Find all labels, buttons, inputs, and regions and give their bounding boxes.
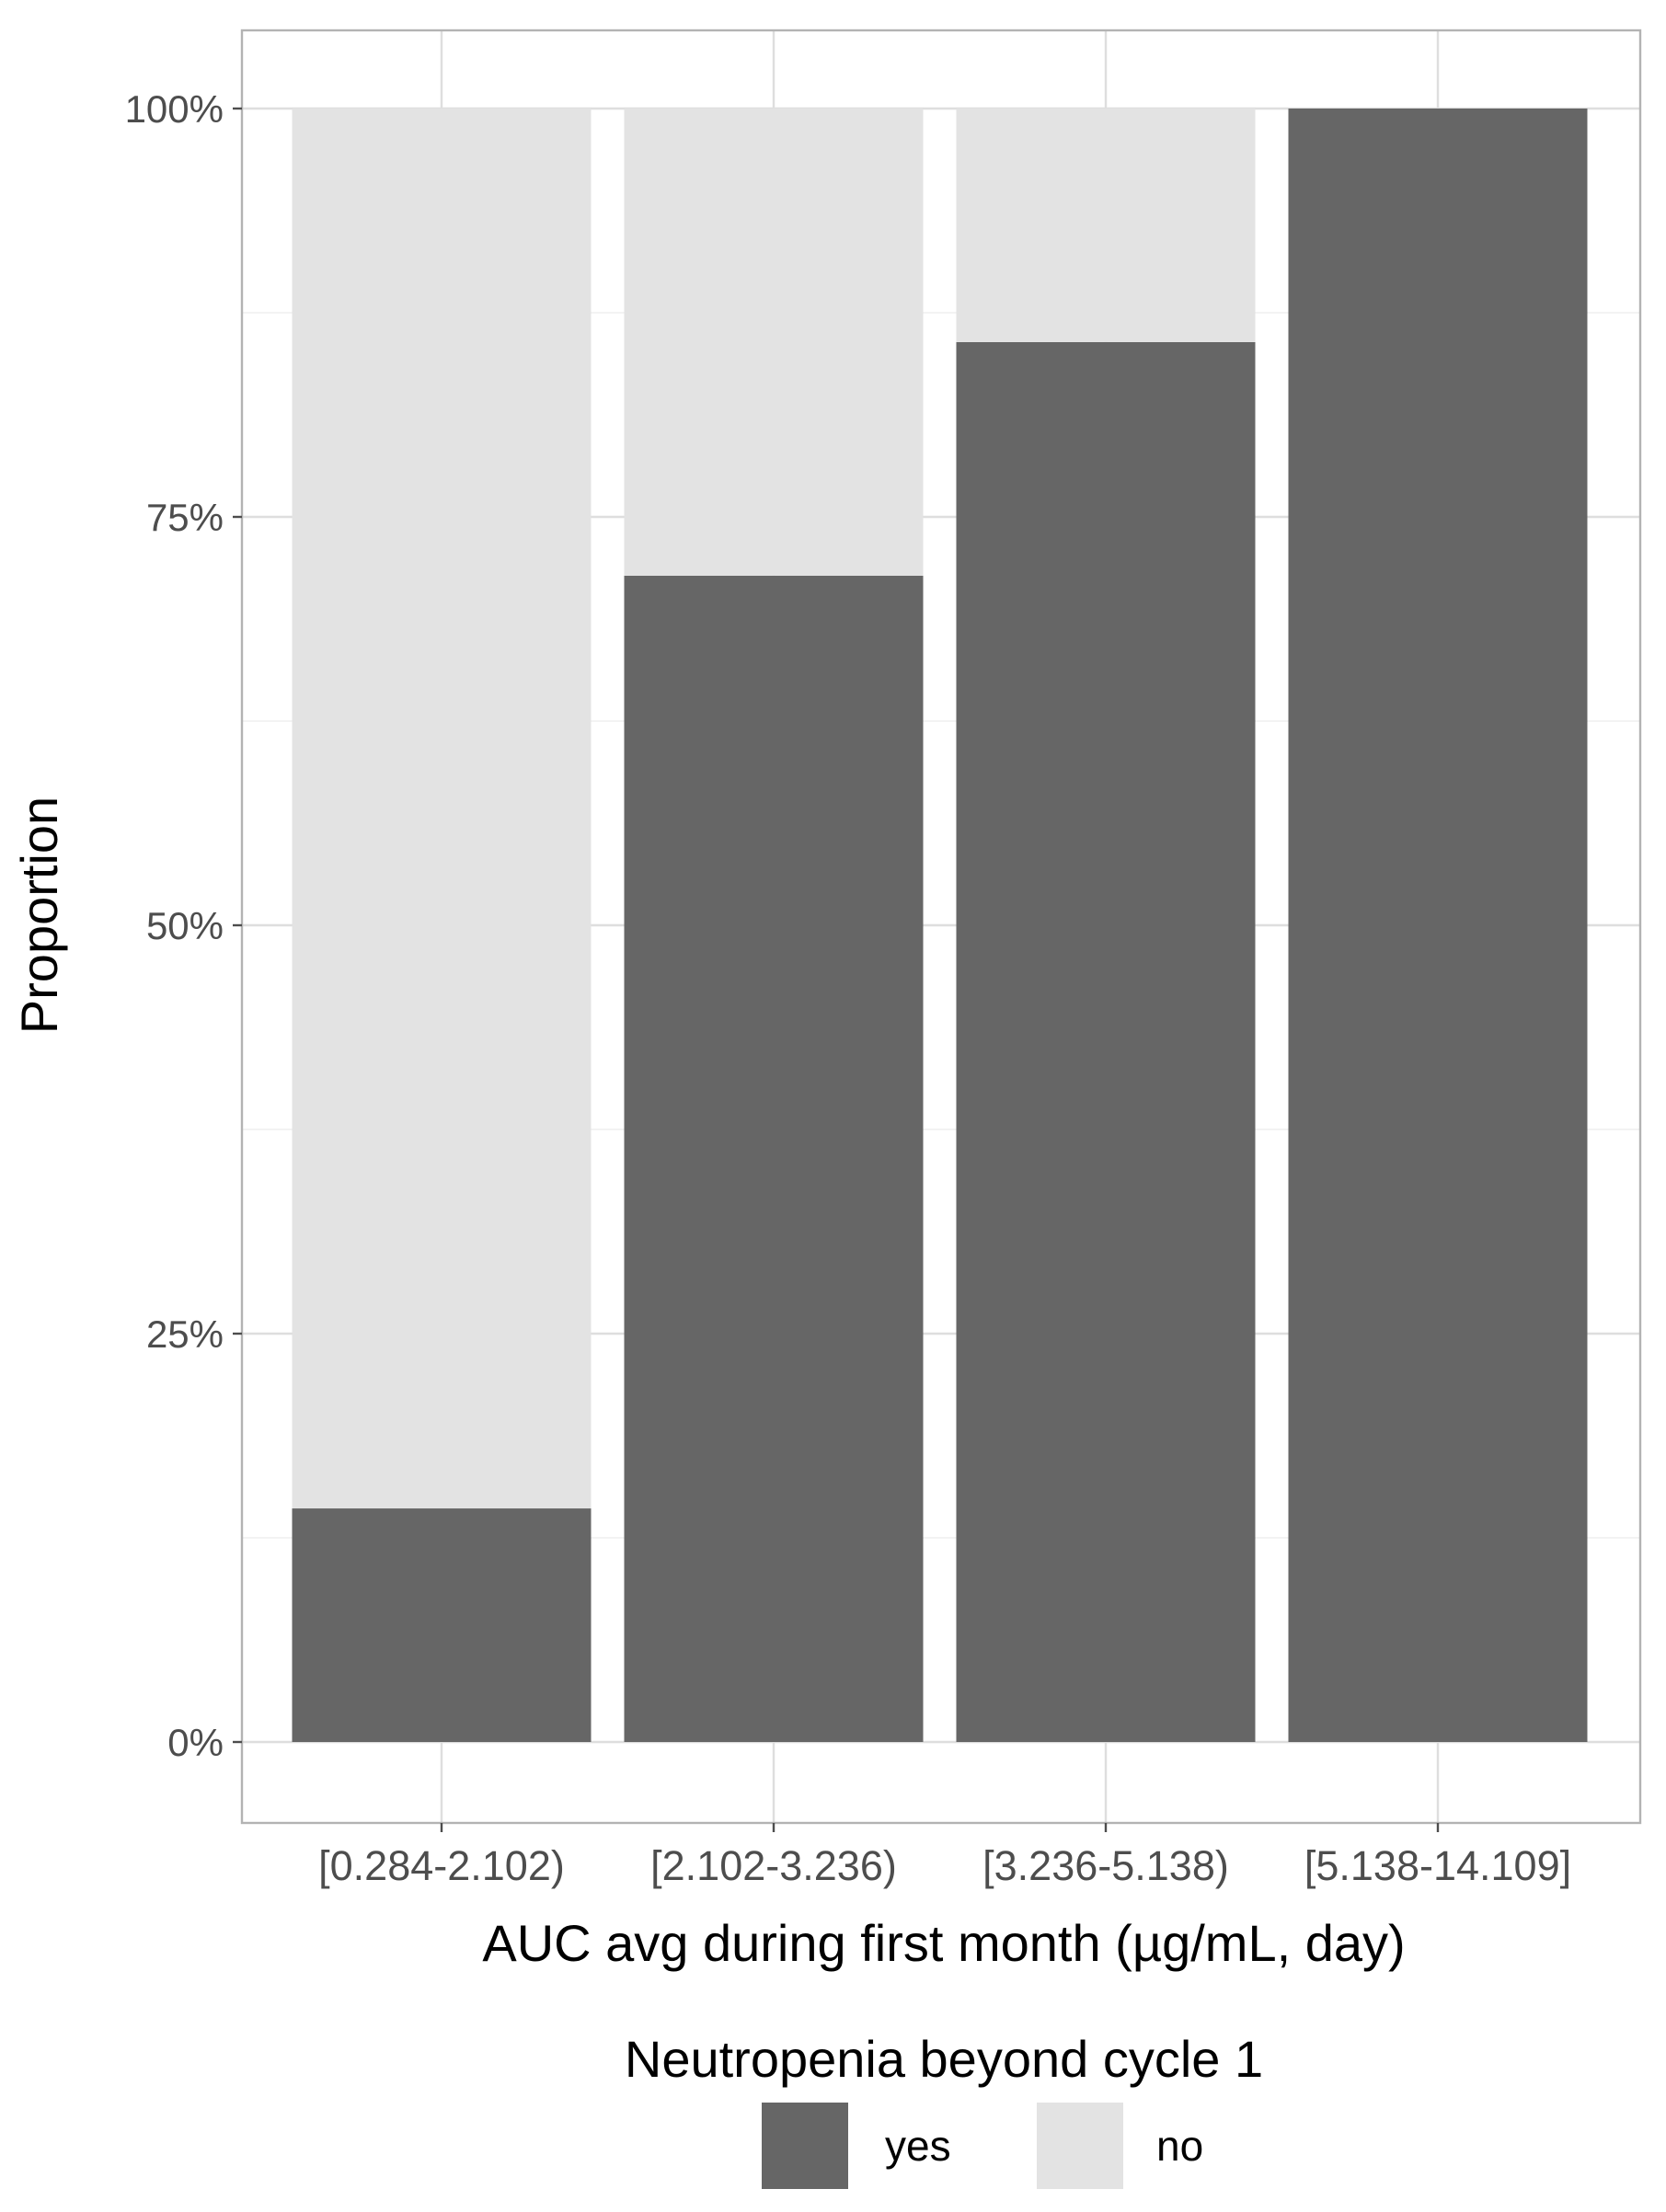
bar-no-1	[292, 109, 592, 1509]
legend-key-no	[1037, 2103, 1123, 2189]
x-tick-label: [5.138-14.109]	[1304, 1842, 1571, 1889]
x-axis-title: AUC avg during first month (µg/mL, day)	[482, 1914, 1405, 1972]
x-tick-label: [0.284-2.102)	[318, 1842, 565, 1889]
bar-yes-1	[292, 1508, 592, 1742]
legend-key-yes	[762, 2103, 848, 2189]
x-tick-label: [2.102-3.236)	[650, 1842, 897, 1889]
y-tick-label: 0%	[167, 1721, 224, 1764]
y-axis-title: Proportion	[10, 797, 68, 1034]
bars	[292, 109, 1588, 1742]
y-axis-ticks: 0% 25% 50% 75% 100%	[125, 87, 242, 1764]
bar-yes-3	[956, 341, 1256, 1742]
y-tick-label: 50%	[146, 904, 224, 947]
y-tick-label: 100%	[125, 87, 224, 131]
panel-border-rect	[240, 29, 1642, 1825]
panel-border	[240, 29, 1642, 1825]
legend-label-no: no	[1156, 2122, 1203, 2170]
bar-no-2	[624, 109, 924, 576]
legend-title: Neutropenia beyond cycle 1	[625, 2030, 1263, 2088]
legend-label-yes: yes	[885, 2122, 951, 2170]
bar-no-3	[956, 109, 1256, 342]
legend: yes no	[762, 2103, 1203, 2189]
y-tick-label: 75%	[146, 496, 224, 539]
x-tick-label: [3.236-5.138)	[982, 1842, 1229, 1889]
bar-yes-2	[624, 575, 924, 1742]
y-tick-label: 25%	[146, 1312, 224, 1356]
x-axis-ticks: [0.284-2.102) [2.102-3.236) [3.236-5.138) […	[318, 1823, 1571, 1889]
bar-yes-4	[1288, 109, 1588, 1742]
